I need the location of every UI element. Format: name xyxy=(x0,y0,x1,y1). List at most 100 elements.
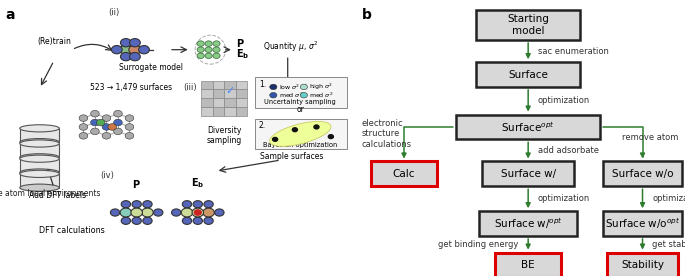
Circle shape xyxy=(213,47,220,52)
Circle shape xyxy=(192,208,203,217)
Text: ✓: ✓ xyxy=(301,82,308,91)
Circle shape xyxy=(114,128,122,135)
Text: optimization: optimization xyxy=(652,194,685,203)
Text: Single atom local environments: Single atom local environments xyxy=(0,189,100,198)
Circle shape xyxy=(125,124,134,130)
Circle shape xyxy=(314,125,319,129)
Text: (iii): (iii) xyxy=(184,83,197,92)
Text: Surface w/$^{opt}$: Surface w/$^{opt}$ xyxy=(494,216,562,231)
Ellipse shape xyxy=(20,125,60,132)
FancyBboxPatch shape xyxy=(603,211,682,236)
Circle shape xyxy=(205,41,212,46)
Circle shape xyxy=(193,201,203,208)
Circle shape xyxy=(182,208,192,217)
Bar xyxy=(236,89,247,98)
Circle shape xyxy=(213,53,220,59)
Text: Surface$^{opt}$: Surface$^{opt}$ xyxy=(501,120,555,134)
Circle shape xyxy=(213,41,220,46)
Circle shape xyxy=(129,52,140,61)
Text: sac enumeration: sac enumeration xyxy=(538,47,609,55)
Text: Sample surfaces: Sample surfaces xyxy=(260,152,323,161)
FancyBboxPatch shape xyxy=(607,253,678,276)
Circle shape xyxy=(182,217,192,224)
Circle shape xyxy=(205,53,212,59)
Text: 1.: 1. xyxy=(259,80,266,89)
FancyBboxPatch shape xyxy=(495,253,561,276)
Text: or: or xyxy=(297,105,304,113)
Circle shape xyxy=(132,217,141,224)
Circle shape xyxy=(102,115,111,121)
Circle shape xyxy=(182,201,192,208)
Ellipse shape xyxy=(20,170,60,177)
FancyBboxPatch shape xyxy=(456,115,600,139)
Circle shape xyxy=(142,208,153,217)
Circle shape xyxy=(102,132,111,139)
Text: get stability: get stability xyxy=(652,240,685,249)
Ellipse shape xyxy=(20,140,60,147)
Text: b: b xyxy=(362,8,371,22)
Bar xyxy=(201,107,213,116)
Circle shape xyxy=(120,208,132,217)
Bar xyxy=(20,144,60,157)
Text: Bayesian optimization: Bayesian optimization xyxy=(263,142,338,148)
Text: Add DFT labels: Add DFT labels xyxy=(29,192,86,200)
Circle shape xyxy=(300,92,308,98)
Circle shape xyxy=(292,128,297,132)
Text: add adsorbate: add adsorbate xyxy=(538,146,599,155)
Text: Diversity
sampling: Diversity sampling xyxy=(207,126,242,145)
Text: ✓: ✓ xyxy=(225,86,235,96)
Text: Surrogate model: Surrogate model xyxy=(119,63,183,73)
Circle shape xyxy=(79,132,88,139)
FancyBboxPatch shape xyxy=(476,10,580,40)
Text: 523 → 1,479 surfaces: 523 → 1,479 surfaces xyxy=(90,83,172,92)
Bar xyxy=(225,107,236,116)
Circle shape xyxy=(79,124,88,130)
Text: BE: BE xyxy=(521,260,535,270)
Circle shape xyxy=(197,47,204,52)
Circle shape xyxy=(112,46,122,54)
Text: Stability: Stability xyxy=(621,260,664,270)
Circle shape xyxy=(193,217,203,224)
Text: $\mathbf{E_b}$: $\mathbf{E_b}$ xyxy=(236,47,249,61)
Text: $\mathbf{E_b}$: $\mathbf{E_b}$ xyxy=(191,177,205,190)
Circle shape xyxy=(125,132,134,139)
Text: (Re)train: (Re)train xyxy=(37,37,71,46)
Circle shape xyxy=(79,115,88,121)
Bar xyxy=(256,119,347,149)
Text: Surface w/o: Surface w/o xyxy=(612,169,673,179)
Circle shape xyxy=(129,45,141,54)
Circle shape xyxy=(132,201,141,208)
Text: optimization: optimization xyxy=(538,194,590,203)
Circle shape xyxy=(90,128,99,135)
Circle shape xyxy=(121,52,132,61)
Text: Surface: Surface xyxy=(508,70,548,79)
Circle shape xyxy=(197,41,204,46)
Bar xyxy=(20,159,60,172)
Text: med $\sigma^2$: med $\sigma^2$ xyxy=(279,91,303,100)
Circle shape xyxy=(102,124,111,130)
Text: high $\sigma^2$: high $\sigma^2$ xyxy=(309,82,334,92)
Circle shape xyxy=(203,208,214,217)
Bar xyxy=(236,107,247,116)
Circle shape xyxy=(270,92,277,98)
Circle shape xyxy=(171,209,181,216)
Bar xyxy=(201,98,213,107)
Circle shape xyxy=(195,210,201,215)
Ellipse shape xyxy=(20,155,60,162)
Circle shape xyxy=(121,217,131,224)
Bar xyxy=(213,89,225,98)
Text: $\mathbf{P}$: $\mathbf{P}$ xyxy=(132,179,141,190)
Circle shape xyxy=(300,84,308,90)
Bar xyxy=(225,81,236,89)
Circle shape xyxy=(138,46,149,54)
Bar xyxy=(201,81,213,89)
Text: (iv): (iv) xyxy=(101,171,114,180)
Text: Calc: Calc xyxy=(393,169,415,179)
Bar xyxy=(213,81,225,89)
Circle shape xyxy=(273,137,277,141)
Circle shape xyxy=(131,208,142,217)
Circle shape xyxy=(120,45,132,54)
Bar xyxy=(225,89,236,98)
Bar xyxy=(236,81,247,89)
Circle shape xyxy=(125,115,134,121)
